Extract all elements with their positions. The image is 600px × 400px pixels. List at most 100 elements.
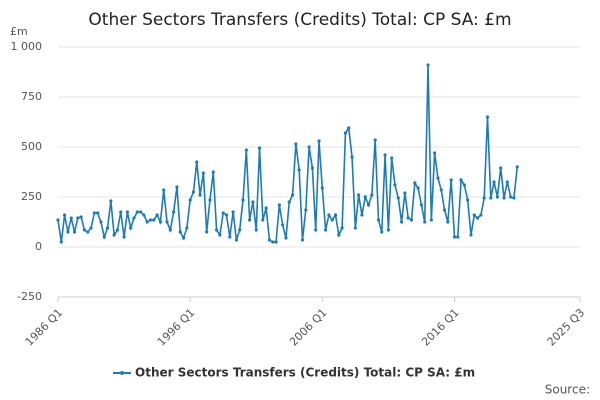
point [158,220,163,224]
point [502,196,506,200]
point [466,198,470,202]
point [82,228,87,232]
point [76,216,80,220]
point [324,228,328,232]
point [383,153,387,157]
point [142,213,146,217]
point [234,238,239,242]
point [122,235,126,239]
point [191,190,196,194]
point [244,148,248,152]
point [330,218,334,222]
point [373,138,377,142]
y-tick-label: 1 000 [11,40,43,53]
point [472,213,476,217]
point [79,215,83,219]
point [416,186,420,190]
point [99,220,103,224]
point [343,131,348,135]
point [419,203,424,207]
point [433,151,437,155]
point [337,233,341,237]
point [205,230,209,234]
point [320,186,324,190]
point [396,196,400,200]
point [125,210,129,214]
point [393,183,397,187]
x-tick-label: 1986 Q1 [23,306,66,349]
point [439,188,443,192]
point [195,160,199,164]
point [155,213,159,217]
point [254,228,258,232]
point [105,226,110,230]
point [208,198,212,202]
point [413,181,417,185]
point [462,183,466,187]
x-tick-label: 2025 Q3 [545,306,588,349]
point [366,203,371,207]
point [515,165,519,169]
point [56,218,60,222]
point [178,230,182,234]
point [257,146,262,150]
point [409,218,414,222]
point [327,213,331,217]
point [333,213,338,217]
point [162,188,166,192]
point [360,213,364,217]
point [277,203,281,207]
point [145,220,149,224]
point [218,233,222,237]
point [350,155,354,159]
point [297,168,301,172]
point [459,178,463,182]
point [509,195,513,199]
point [495,195,500,199]
y-tick-label: 750 [21,90,42,103]
point [224,213,229,217]
point [456,235,460,239]
point [115,228,120,232]
point [132,216,136,220]
point [231,210,235,214]
point [449,178,453,182]
y-tick-label: 250 [21,190,42,203]
point [264,206,268,210]
point [423,220,427,224]
point [129,226,133,230]
point [357,193,361,197]
point [89,226,93,230]
point [251,200,255,204]
point [399,220,404,224]
point [188,198,192,202]
point [403,191,407,195]
y-unit: £m [10,25,28,38]
point [426,63,430,67]
point [307,145,311,149]
point [69,216,73,220]
point [112,233,116,237]
point [109,199,113,203]
point [66,230,70,234]
point [185,226,189,230]
point [72,230,77,234]
point [469,233,473,237]
point [376,218,381,222]
point [261,218,265,222]
point [475,216,480,220]
point [221,211,225,215]
y-tick-label: 0 [35,240,42,253]
legend-label: Other Sectors Transfers (Credits) Total:… [135,366,475,380]
point [304,208,308,212]
point [138,210,143,214]
y-tick-label: 500 [21,140,42,153]
point [181,236,186,240]
point [505,180,509,184]
point [446,220,450,224]
point [512,196,516,200]
point [148,218,153,222]
point [63,213,67,217]
point [267,238,272,242]
